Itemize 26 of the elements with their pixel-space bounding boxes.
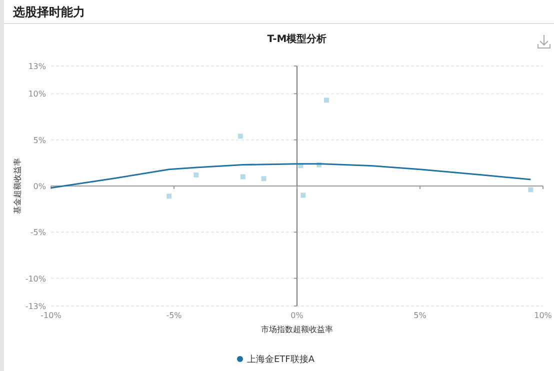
- y-tick-label: -13%: [25, 302, 46, 311]
- x-tick-label: -5%: [166, 311, 182, 320]
- y-axis-title: 基金超额收益率: [13, 158, 22, 214]
- chart-title: 选股择时能力: [12, 5, 85, 19]
- y-tick-label: -10%: [25, 274, 46, 284]
- y-tick-label: 5%: [33, 136, 46, 145]
- y-tick-label: -5%: [30, 228, 46, 238]
- y-tick-label: 10%: [28, 90, 46, 99]
- x-axis-title: 市场指数超额收益率: [261, 325, 333, 334]
- point: [238, 134, 243, 139]
- point: [261, 176, 266, 182]
- line-series: [50, 163, 532, 189]
- point: [528, 187, 534, 192]
- point: [166, 194, 172, 199]
- y-tick-label: 0%: [33, 182, 46, 191]
- chart-subtitle: T-M模型分析: [267, 33, 327, 45]
- x-tick-label: -10%: [40, 311, 62, 320]
- point: [300, 192, 306, 198]
- x-tick-label: 0%: [290, 311, 304, 320]
- point: [240, 174, 246, 180]
- point: [194, 172, 199, 178]
- x-tick-label: 10%: [534, 311, 552, 320]
- x-tick-label: 5%: [414, 311, 427, 320]
- point: [324, 98, 330, 103]
- y-tick-label: 13%: [28, 62, 46, 71]
- legend-label: 上海金ETF联接A: [247, 354, 316, 365]
